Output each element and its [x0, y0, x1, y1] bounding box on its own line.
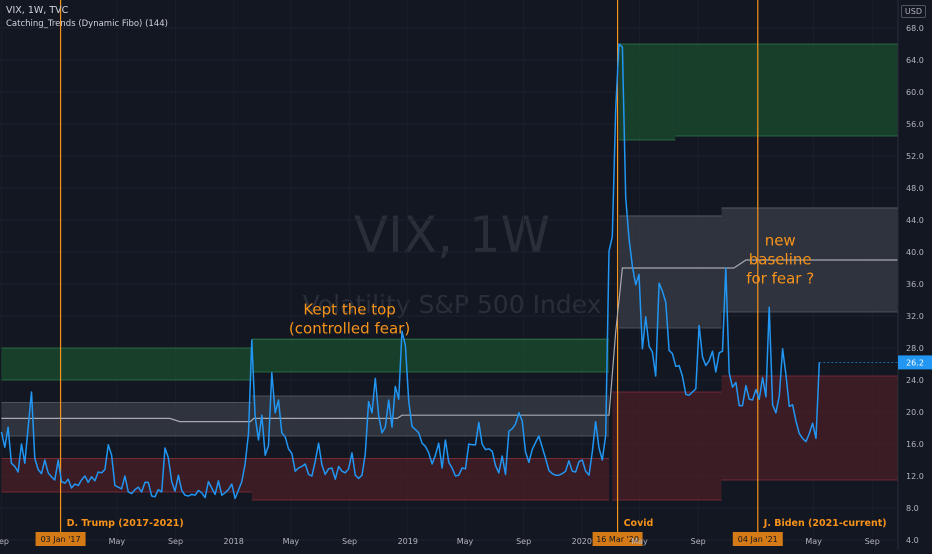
x-tick-label: Sep [0, 537, 9, 546]
band-green [675, 44, 898, 136]
band-gray [619, 216, 722, 328]
x-tick-label: Sep [342, 537, 357, 546]
y-tick-label: 40.0 [906, 248, 924, 257]
currency-badge[interactable]: USD [900, 5, 926, 18]
last-price-badge [898, 355, 932, 370]
band-red [251, 458, 609, 500]
marker-date-label: 04 Jan '21 [738, 535, 778, 544]
marker-date-box [35, 532, 86, 546]
x-tick-label: 2018 [224, 537, 244, 546]
y-tick-label: 44.0 [906, 216, 924, 225]
chart-annotation: new baseline for fear ? [746, 232, 814, 288]
band-red [721, 376, 898, 480]
marker-caption: Covid [624, 518, 654, 529]
x-tick-label: 2019 [398, 537, 418, 546]
y-tick-label: 32.0 [906, 312, 924, 321]
x-tick-label: May [457, 537, 474, 546]
y-tick-label: 20.0 [906, 408, 924, 417]
marker-date-box [732, 532, 783, 546]
y-tick-label: 4.0 [906, 536, 919, 545]
band-green [251, 339, 609, 372]
marker-date-label: 16 Mar '20 [596, 535, 639, 544]
watermark-symbol: VIX, 1W [354, 206, 550, 264]
band-gray [1, 402, 252, 436]
watermark-name: Volatility S&P 500 Index [303, 290, 602, 319]
band-gray [251, 396, 609, 436]
x-tick-label: Sep [865, 537, 880, 546]
x-tick-label: Sep [168, 537, 183, 546]
x-tick-label: Sep [516, 537, 531, 546]
x-tick-label: 2020 [572, 537, 592, 546]
y-tick-label: 12.0 [906, 472, 924, 481]
y-tick-label: 16.0 [906, 440, 924, 449]
marker-date-box [592, 532, 643, 546]
marker-caption: D. Trump (2017-2021) [67, 518, 184, 529]
vix-price-line [0, 43, 821, 500]
x-tick-label: May [631, 537, 648, 546]
band-red [612, 392, 722, 500]
x-tick-label: May [109, 537, 126, 546]
marker-date-label: 03 Jan '17 [41, 535, 81, 544]
y-tick-label: 48.0 [906, 184, 924, 193]
band-green [619, 44, 676, 140]
chart-annotation: Kept the top (controlled fear) [289, 300, 410, 337]
marker-caption: J. Biden (2021-current) [763, 518, 887, 529]
x-tick-label: Sep [691, 537, 706, 546]
y-tick-label: 52.0 [906, 152, 924, 161]
y-tick-label: 56.0 [906, 120, 924, 129]
y-tick-label: 8.0 [906, 504, 919, 513]
y-tick-label: 60.0 [906, 88, 924, 97]
y-tick-label: 64.0 [906, 56, 924, 65]
last-price-label: 26.2 [906, 358, 924, 367]
baseline-line [1, 259, 898, 423]
y-tick-label: 28.0 [906, 344, 924, 353]
y-tick-label: 68.0 [906, 24, 924, 33]
x-tick-label: May [805, 537, 822, 546]
symbol-title[interactable]: VIX, 1W, TVC [6, 5, 69, 16]
y-tick-label: 36.0 [906, 280, 924, 289]
band-green [1, 348, 252, 380]
y-tick-label: 24.0 [906, 376, 924, 385]
indicator-legend[interactable]: Catching_Trends (Dynamic Fibo) (144) [6, 19, 168, 29]
x-tick-label: May [283, 537, 300, 546]
